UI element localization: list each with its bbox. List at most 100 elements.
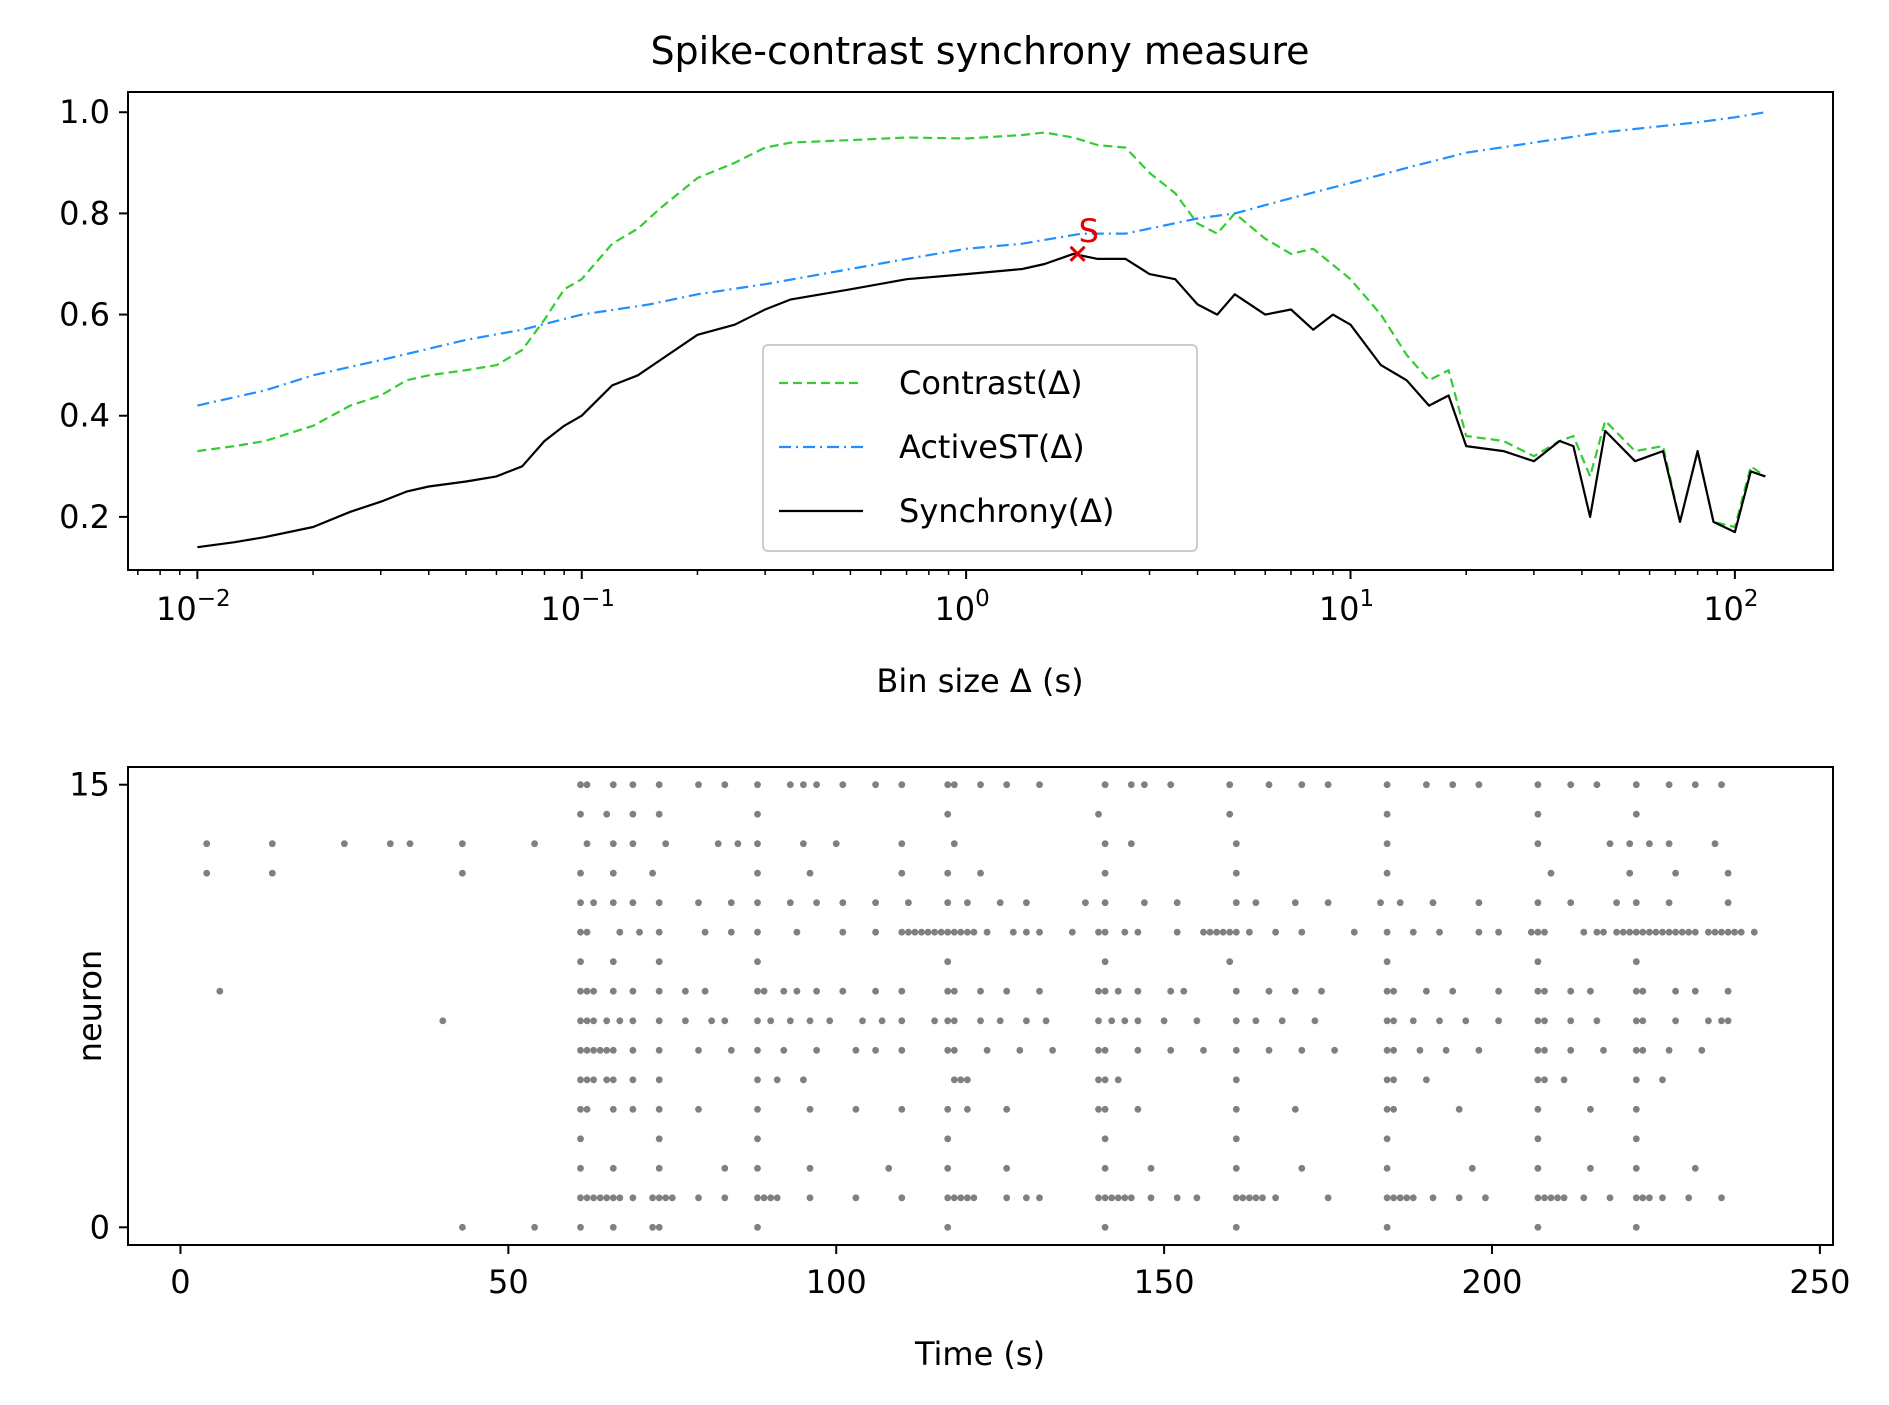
spike-dot — [1232, 1017, 1240, 1025]
spike-dot — [1147, 1164, 1155, 1172]
spike-dot — [1121, 1017, 1129, 1025]
spike-dot — [1383, 1194, 1391, 1202]
x-tick-label: 102 — [1703, 586, 1758, 628]
spike-dot — [944, 1223, 952, 1231]
spike-dot — [754, 1017, 761, 1025]
spike-dot — [1541, 1076, 1548, 1084]
spike-dot — [583, 781, 591, 789]
spike-dot — [439, 1017, 447, 1025]
spike-dot — [1023, 1194, 1030, 1202]
spike-dot — [1455, 1105, 1463, 1113]
spike-dot — [1396, 899, 1404, 907]
spike-dot — [1429, 1194, 1437, 1202]
spike-dot — [898, 869, 906, 877]
spike-dot — [1534, 928, 1542, 936]
spike-dot — [806, 1017, 814, 1025]
spike-dot — [603, 810, 611, 818]
spike-dot — [649, 1223, 656, 1231]
spike-dot — [1672, 928, 1679, 936]
spike-dot — [832, 840, 840, 848]
top-axis-ticks: 10−2 10−1 100 101 102 0.2 0.4 0.6 0.8 1.0 — [59, 93, 1758, 628]
spike-dot — [773, 1194, 781, 1202]
spike-dot — [1121, 1194, 1129, 1202]
spike-dot — [754, 1135, 761, 1143]
spike-dot — [1626, 928, 1634, 936]
spike-dot — [1272, 928, 1279, 936]
spike-dot — [950, 1194, 958, 1202]
spike-dot — [970, 928, 978, 936]
spike-dot — [583, 928, 591, 936]
spike-dot — [1232, 1105, 1240, 1113]
spike-dot — [1724, 899, 1732, 907]
spike-dot — [1049, 1046, 1056, 1054]
spike-dot — [1587, 1164, 1594, 1172]
spike-dot — [1639, 987, 1647, 995]
spike-dot — [1423, 781, 1430, 789]
spike-dot — [603, 1076, 611, 1084]
y-tick-label: 15 — [69, 766, 110, 804]
spike-dot — [386, 840, 394, 848]
spike-dot — [1383, 1017, 1391, 1025]
spike-dot — [1718, 781, 1725, 789]
spike-dot — [977, 781, 984, 789]
spike-dot — [898, 781, 906, 789]
spike-dot — [813, 781, 820, 789]
spike-dot — [727, 1046, 735, 1054]
spike-dot — [1265, 1046, 1273, 1054]
spike-dot — [1252, 1017, 1260, 1025]
spike-dot — [1724, 1017, 1732, 1025]
series-line-1 — [197, 111, 1766, 407]
spike-dot — [609, 958, 617, 966]
spike-dot — [964, 928, 971, 936]
spike-dot — [813, 987, 820, 995]
spike-dot — [1101, 1223, 1109, 1231]
spike-dot — [1534, 987, 1542, 995]
spike-dot — [872, 899, 879, 907]
spike-dot — [721, 1017, 729, 1025]
spike-dot — [1632, 781, 1640, 789]
spike-dot — [944, 958, 952, 966]
spike-dot — [1318, 987, 1325, 995]
spike-dot — [1134, 987, 1142, 995]
spike-dot — [944, 1194, 952, 1202]
spike-dot — [459, 1223, 466, 1231]
spike-dot — [983, 1046, 991, 1054]
spike-dot — [931, 1017, 938, 1025]
spike-dot — [1003, 1105, 1011, 1113]
spike-dot — [1003, 987, 1011, 995]
spike-dot — [655, 1194, 663, 1202]
spike-dot — [655, 810, 663, 818]
spike-dot — [950, 987, 958, 995]
spike-dot — [577, 1046, 584, 1054]
spike-dot — [655, 987, 663, 995]
x-tick-label: 50 — [488, 1263, 529, 1301]
spike-dot — [1698, 1046, 1706, 1054]
spike-dot — [1291, 899, 1299, 907]
legend-entry-label: Synchrony(Δ) — [899, 492, 1115, 530]
spike-dot — [1534, 958, 1542, 966]
spike-dot — [1226, 810, 1234, 818]
spike-dot — [1436, 1017, 1443, 1025]
spike-dot — [1495, 928, 1502, 936]
spike-dot — [1016, 1046, 1024, 1054]
spike-dot — [1691, 928, 1699, 936]
spike-dot — [609, 1105, 617, 1113]
spike-dot — [1632, 1164, 1640, 1172]
bottom-chart-panel: 0 50 100 150 200 250 0 15 Time (s) neuron — [69, 766, 1850, 1373]
spike-dot — [1475, 781, 1483, 789]
spike-raster — [203, 781, 1758, 1231]
spike-dot — [655, 958, 663, 966]
spike-dot — [957, 928, 965, 936]
spike-dot — [1383, 1223, 1391, 1231]
spike-dot — [754, 840, 761, 848]
spike-dot — [1724, 928, 1732, 936]
spike-dot — [800, 1076, 807, 1084]
spike-dot — [780, 1046, 788, 1054]
spike-dot — [668, 1194, 676, 1202]
spike-dot — [1246, 928, 1253, 936]
spike-dot — [1567, 781, 1575, 789]
spike-dot — [727, 928, 735, 936]
spike-dot — [1108, 1194, 1116, 1202]
spike-dot — [1665, 928, 1673, 936]
spike-dot — [1232, 840, 1240, 848]
